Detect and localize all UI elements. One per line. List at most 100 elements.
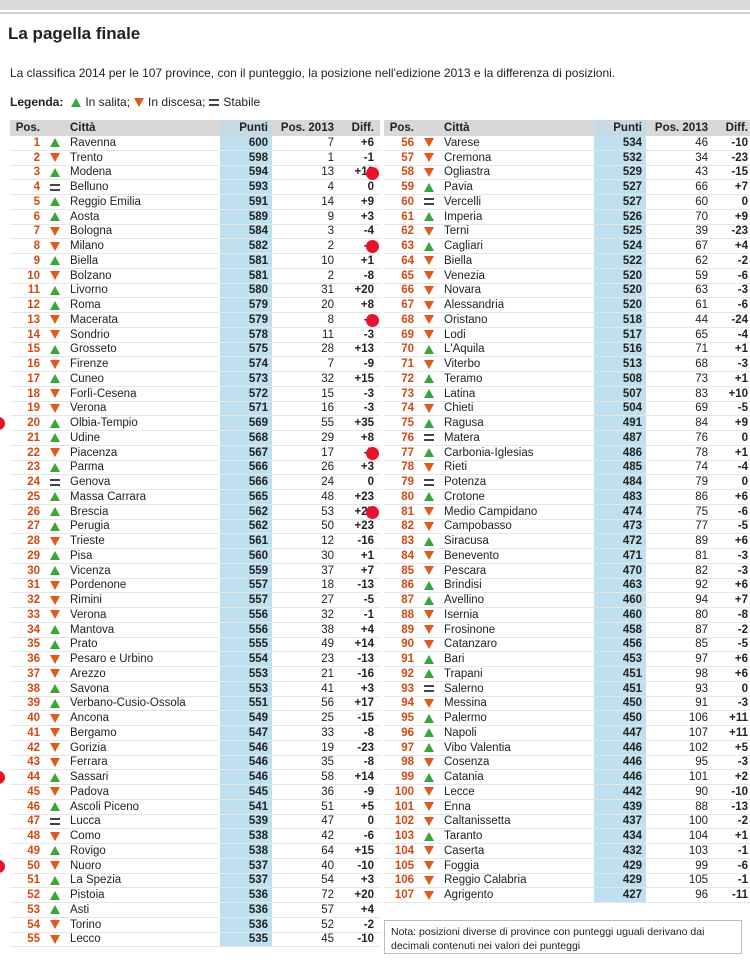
trend-cell: [418, 212, 440, 222]
pos2013-cell: 31: [321, 284, 334, 297]
rank-cell: 15: [27, 343, 40, 356]
diff-cell: -3: [737, 549, 748, 562]
down-triangle-icon: [424, 802, 434, 812]
diff-cell: -1: [737, 844, 748, 857]
diff-cell: -13: [731, 800, 748, 813]
table-row: 63 Cagliari 524 67 +4: [366, 239, 750, 254]
rank-cell: 48: [27, 830, 40, 843]
city-cell: Como: [70, 830, 101, 843]
city-cell: Arezzo: [70, 667, 106, 680]
rank-cell: 24: [27, 476, 40, 489]
pos2013-cell: 100: [688, 815, 708, 828]
rank-cell: 99: [401, 771, 414, 784]
points-cell: 553: [220, 681, 272, 696]
table-row: 96 Napoli 447 107 +11: [384, 726, 750, 741]
city-cell: Ascoli Piceno: [70, 800, 140, 813]
down-triangle-icon: [50, 359, 60, 369]
page-subtitle: La classifica 2014 per le 107 province, …: [10, 66, 616, 80]
diff-cell: -5: [737, 638, 748, 651]
up-triangle-icon: [50, 285, 60, 295]
table-row: 73 Latina 507 83 +10: [384, 386, 750, 402]
rank-cell: 49: [27, 844, 40, 857]
rank-cell: 93: [401, 682, 414, 695]
up-triangle-icon: [424, 374, 434, 384]
city-cell: Latina: [444, 387, 476, 400]
pos2013-cell: 53: [321, 505, 334, 518]
rank-cell: 20: [27, 417, 40, 430]
highlight-dot: [0, 859, 5, 873]
pos2013-cell: 18: [321, 579, 334, 592]
diff-cell: +3: [360, 682, 374, 695]
rank-cell: 53: [27, 903, 40, 916]
pos2013-cell: 11: [322, 328, 334, 341]
diff-cell: -13: [357, 653, 374, 666]
pos2013-cell: 10: [321, 254, 334, 267]
trend-cell: [418, 359, 440, 369]
pos2013-cell: 99: [695, 859, 708, 872]
trend-cell: [418, 300, 440, 310]
table-row: 50 Nuoro 537 40 -10: [0, 858, 380, 874]
pos2013-cell: 2: [327, 269, 334, 282]
diff-cell: +1: [734, 446, 748, 459]
pos2013-cell: 102: [688, 741, 708, 754]
up-triangle-icon: [424, 831, 434, 841]
diff-cell: +10: [728, 387, 748, 400]
table-row: 54 Torino 536 52 -2: [10, 917, 380, 933]
table-row: 98 Cosenza 446 95 -3: [384, 755, 750, 771]
diff-cell: +5: [734, 741, 748, 754]
diff-cell: -8: [363, 756, 374, 769]
up-triangle-icon: [50, 167, 60, 177]
table-row: 71 Viterbo 513 68 -3: [384, 357, 750, 372]
points-cell: 546: [220, 740, 272, 755]
diff-cell: -8: [737, 608, 748, 621]
trend-cell: [44, 374, 66, 384]
table-row: 59 Pavia 527 66 +7: [384, 180, 750, 195]
city-cell: Verona: [70, 402, 107, 415]
trend-cell: [418, 566, 440, 576]
pos2013-cell: 41: [321, 682, 334, 695]
table-row: 46 Ascoli Piceno 541 51 +5: [10, 799, 380, 815]
down-triangle-icon: [424, 846, 434, 856]
city-cell: Bergamo: [70, 726, 117, 739]
diff-cell: +11: [729, 712, 748, 725]
rank-cell: 1: [33, 136, 40, 149]
down-triangle-icon: [50, 654, 60, 664]
points-cell: 565: [220, 490, 272, 504]
pos2013-cell: 8: [327, 313, 334, 326]
down-triangle-icon: [50, 271, 60, 281]
pos2013-cell: 17: [321, 446, 334, 459]
up-triangle-icon: [50, 551, 60, 561]
points-cell: 555: [220, 637, 272, 652]
rank-cell: 92: [401, 667, 414, 680]
table-row: 4 Belluno 593 4 0: [10, 180, 380, 195]
diff-cell: +14: [354, 638, 374, 651]
city-cell: Vicenza: [70, 564, 111, 577]
points-cell: 549: [220, 711, 272, 725]
rank-cell: 3: [33, 166, 40, 179]
table-row: 76 Matera 487 76 0: [384, 431, 750, 446]
up-triangle-icon: [50, 875, 60, 885]
points-cell: 463: [594, 578, 646, 593]
city-cell: Firenze: [70, 358, 109, 371]
trend-cell: [418, 507, 440, 517]
top-rule: [0, 0, 750, 10]
table-row: 104 Caserta 432 103 -1: [384, 844, 750, 859]
pos2013-cell: 75: [695, 505, 708, 518]
rank-cell: 19: [27, 402, 40, 415]
trend-cell: [418, 198, 440, 206]
table-row: 97 Vibo Valentia 446 102 +5: [384, 740, 750, 756]
trend-cell: [44, 285, 66, 295]
city-cell: Perugia: [70, 520, 110, 533]
trend-cell: [418, 772, 440, 782]
city-cell: L'Aquila: [444, 343, 485, 356]
highlight-dot: [366, 505, 379, 519]
points-cell: 437: [594, 814, 646, 829]
points-cell: 458: [594, 622, 646, 637]
city-cell: Udine: [70, 431, 101, 444]
pos2013-cell: 14: [321, 195, 334, 208]
table-row: 16 Firenze 574 7 -9: [10, 357, 380, 372]
city-cell: Cremona: [444, 151, 492, 164]
rank-cell: 5: [33, 195, 40, 208]
table-row: 45 Padova 545 36 -9: [10, 785, 380, 800]
